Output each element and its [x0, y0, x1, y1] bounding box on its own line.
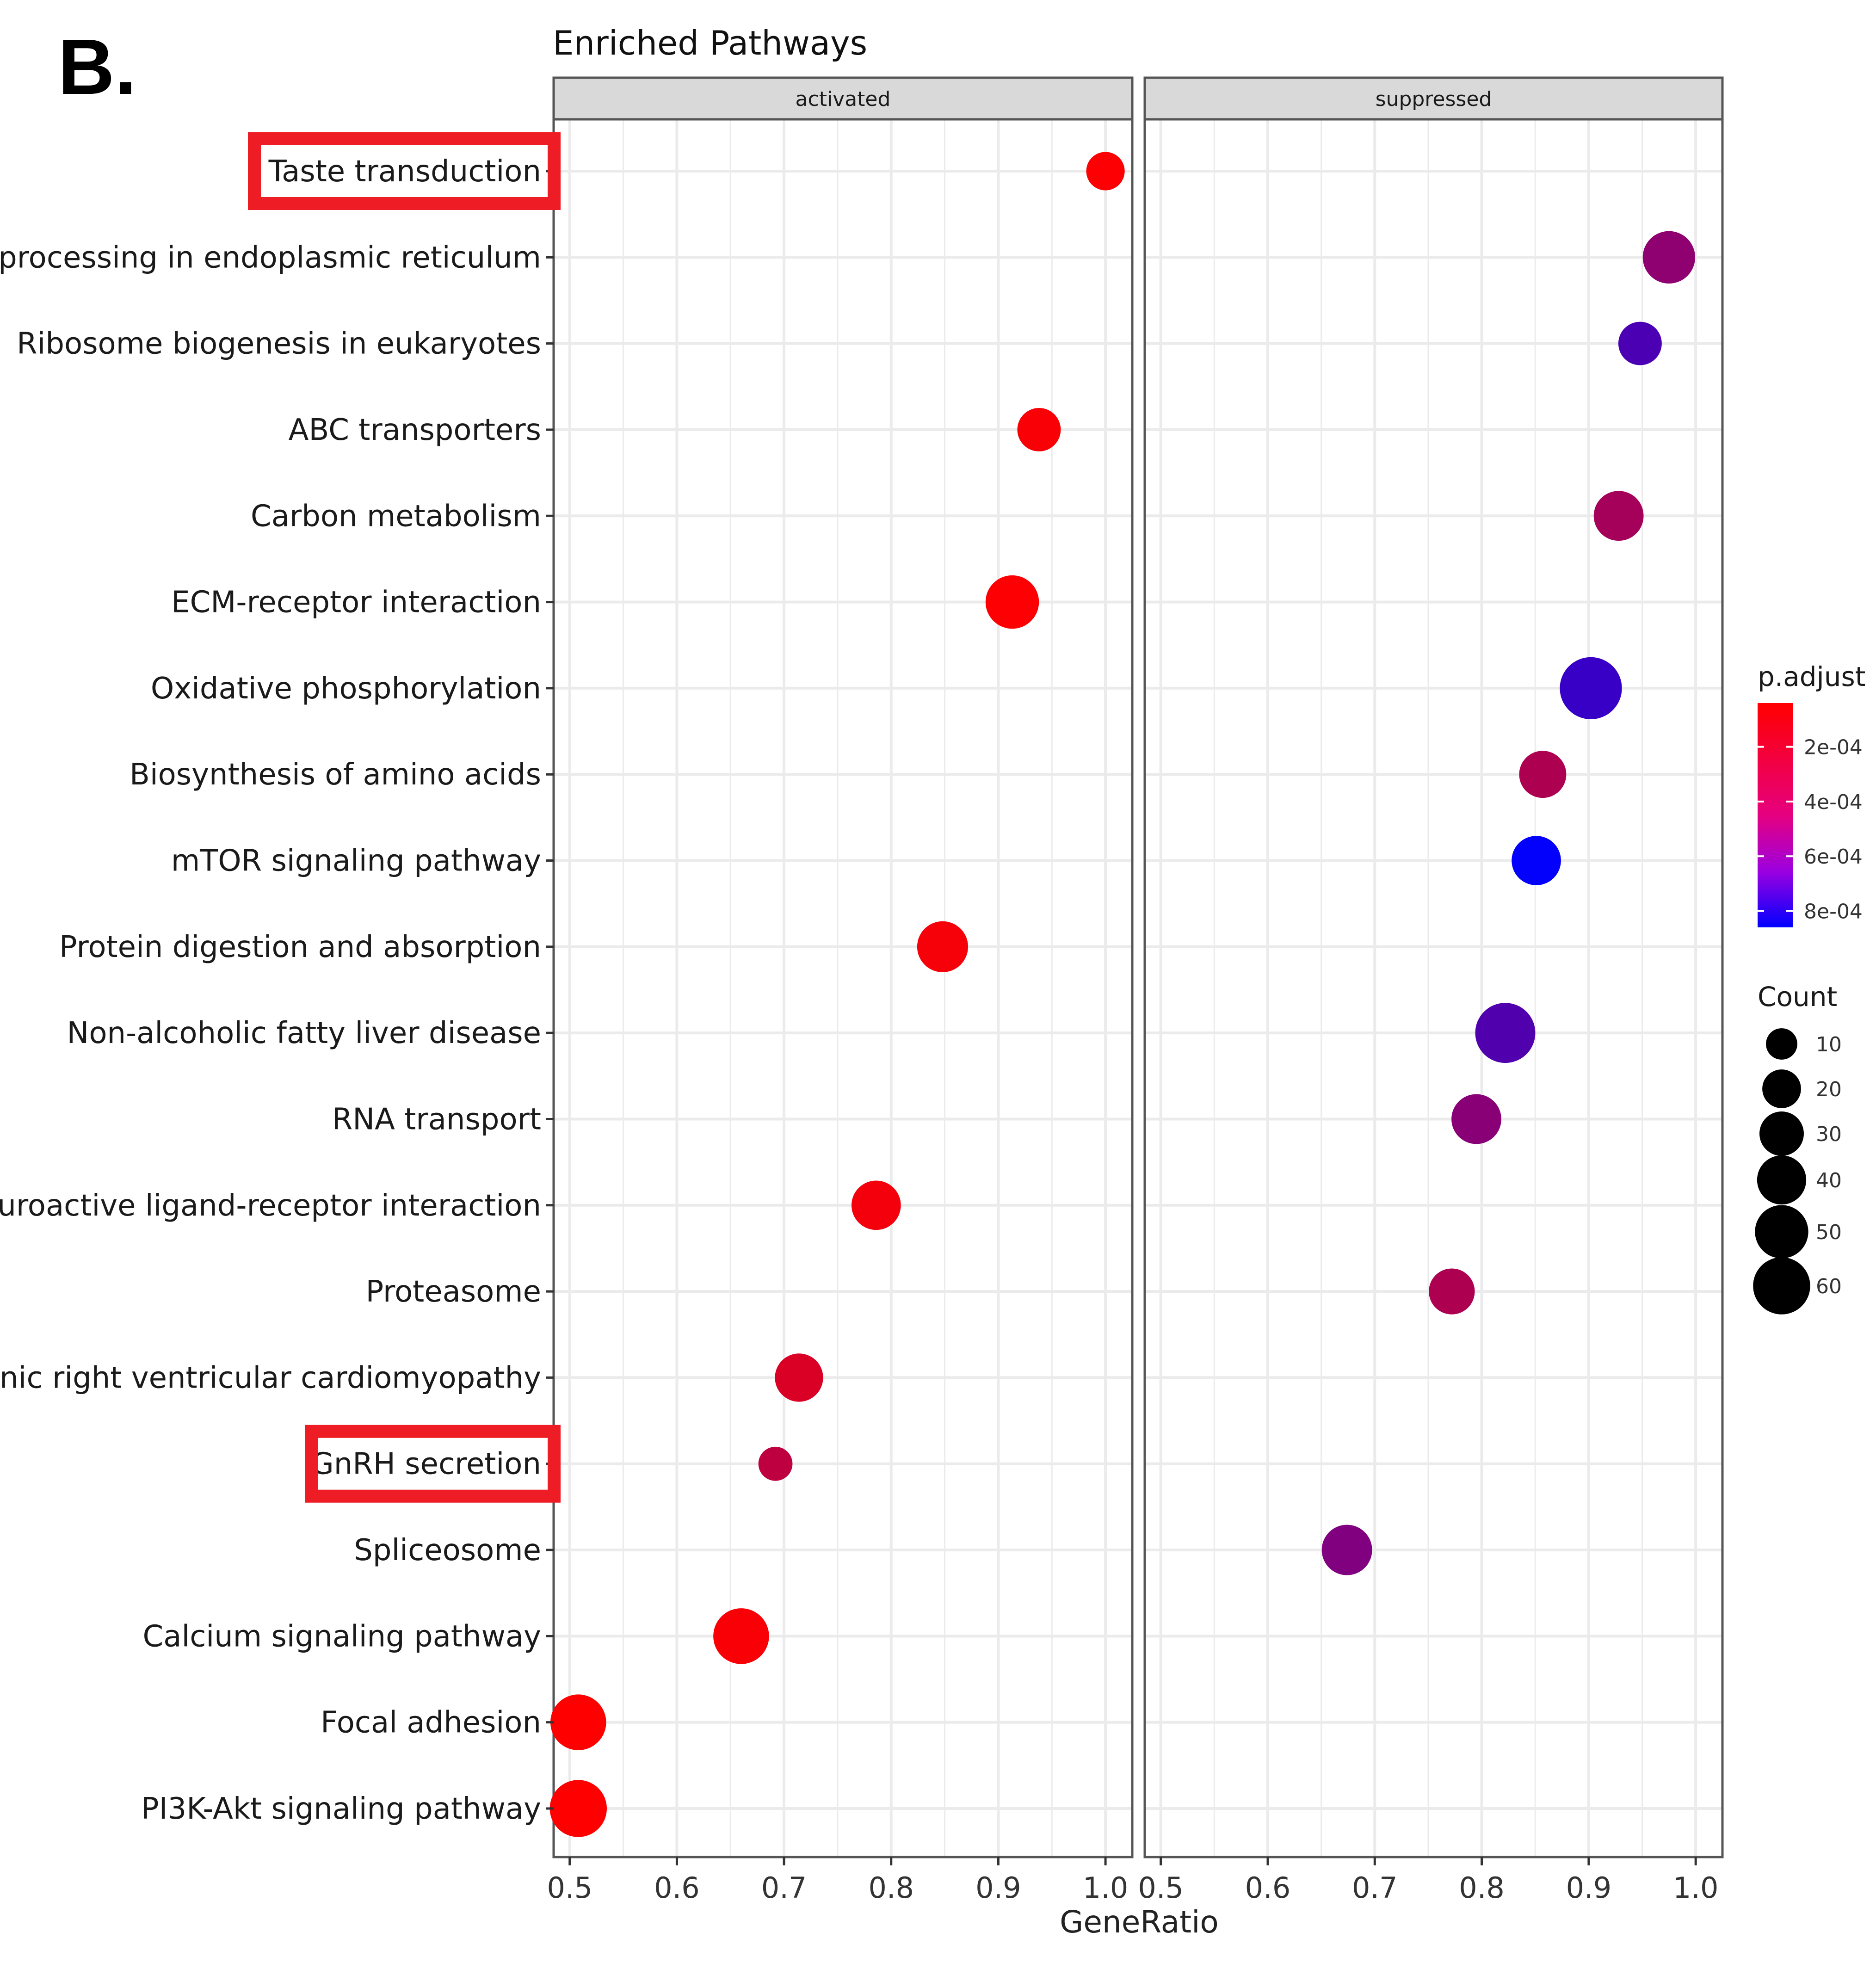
y-tick-label: Ribosome biogenesis in eukaryotes: [17, 327, 541, 361]
color-legend-label: 6e-04: [1804, 845, 1863, 869]
y-tick-label: mTOR signaling pathway: [171, 844, 541, 878]
highlight-box: [248, 132, 561, 210]
color-legend-bar: [1758, 703, 1793, 927]
size-legend-label: 20: [1816, 1078, 1842, 1101]
data-point: [1475, 1003, 1536, 1063]
size-legend-circle: [1759, 1111, 1804, 1156]
y-tick-label: Carbon metabolism: [251, 499, 541, 533]
chart-title: Enriched Pathways: [553, 24, 867, 62]
y-tick-label: Focal adhesion: [321, 1706, 541, 1740]
y-tick-label: RNA transport: [332, 1102, 541, 1136]
y-tick-label: ABC transporters: [289, 413, 541, 447]
facet-strip: [552, 76, 1134, 121]
x-tick-label: 0.9: [1566, 1871, 1612, 1905]
data-point: [1642, 231, 1696, 284]
color-legend-label: 8e-04: [1804, 900, 1863, 924]
x-tick-label: 1.0: [1083, 1871, 1129, 1905]
size-legend-circle: [1755, 1205, 1808, 1259]
size-legend-circle: [1753, 1257, 1810, 1315]
y-tick-label: Taste transduction: [268, 154, 541, 189]
size-legend-label: 30: [1816, 1123, 1842, 1146]
color-legend-label: 4e-04: [1804, 790, 1863, 814]
y-tick-label: Biosynthesis of amino acids: [130, 758, 541, 792]
x-tick-label: 0.6: [654, 1871, 700, 1905]
data-point: [851, 1180, 901, 1230]
data-point: [1017, 407, 1061, 451]
x-tick-label: 0.5: [1138, 1871, 1184, 1905]
y-tick-label: Oxidative phosphorylation: [151, 672, 541, 706]
color-legend-label: 2e-04: [1804, 736, 1863, 759]
data-point: [1429, 1268, 1475, 1315]
x-axis-title: GeneRatio: [1060, 1904, 1219, 1940]
data-point: [549, 1780, 607, 1837]
y-tick-label: ECM-receptor interaction: [171, 586, 541, 620]
size-legend-label: 60: [1816, 1275, 1842, 1298]
data-point: [1560, 657, 1622, 720]
x-tick-label: 0.8: [868, 1871, 914, 1905]
data-point: [713, 1608, 769, 1664]
panel-label: B.: [58, 23, 136, 111]
data-point: [1593, 491, 1644, 541]
data-point: [1321, 1525, 1372, 1575]
data-point: [1512, 836, 1561, 885]
y-tick-label: GnRH secretion: [311, 1447, 541, 1481]
size-legend-circle: [1762, 1069, 1801, 1108]
y-tick-label: Non-alcoholic fatty liver disease: [67, 1016, 541, 1050]
facet-panel-background: [1145, 119, 1722, 1857]
y-tick-label: Calcium signaling pathway: [143, 1619, 541, 1654]
size-legend-circle: [1766, 1028, 1797, 1060]
x-tick-label: 0.7: [1352, 1871, 1398, 1905]
x-tick-label: 0.9: [975, 1871, 1021, 1905]
y-tick-label: Spliceosome: [354, 1533, 541, 1568]
y-tick-label: Protein digestion and absorption: [59, 930, 541, 964]
data-point: [917, 921, 968, 972]
size-legend-label: 40: [1816, 1169, 1842, 1192]
x-tick-label: 0.6: [1245, 1871, 1291, 1905]
y-tick-label: Neuroactive ligand-receptor interaction: [0, 1189, 541, 1223]
x-tick-label: 0.7: [761, 1871, 807, 1905]
facet-strip-label: suppressed: [1376, 87, 1492, 111]
size-legend-label: 50: [1816, 1221, 1842, 1244]
data-point: [550, 1694, 606, 1750]
data-point: [775, 1353, 823, 1402]
data-point: [1086, 152, 1125, 191]
data-point: [1519, 751, 1567, 798]
facet-strip-label: activated: [796, 87, 891, 111]
x-tick-label: 0.8: [1459, 1871, 1505, 1905]
x-tick-label: 0.5: [547, 1871, 592, 1905]
x-tick-label: 1.0: [1673, 1871, 1719, 1905]
data-point: [758, 1446, 793, 1481]
size-legend-circle: [1757, 1155, 1807, 1205]
highlight-box: [305, 1425, 561, 1503]
color-legend-title: p.adjust: [1758, 661, 1865, 692]
data-point: [985, 575, 1039, 629]
y-tick-label: Proteasome: [366, 1275, 541, 1309]
y-tick-label: Arrhythmogenic right ventricular cardiom…: [0, 1361, 541, 1395]
facet-panel-background: [554, 119, 1132, 1857]
data-point: [1451, 1094, 1501, 1144]
size-legend-label: 10: [1816, 1033, 1842, 1056]
facet-strip: [1143, 76, 1724, 121]
data-point: [1618, 321, 1662, 365]
y-tick-label: Protein processing in endoplasmic reticu…: [0, 241, 541, 275]
y-tick-label: PI3K-Akt signaling pathway: [141, 1792, 541, 1826]
size-legend-title: Count: [1758, 981, 1837, 1012]
